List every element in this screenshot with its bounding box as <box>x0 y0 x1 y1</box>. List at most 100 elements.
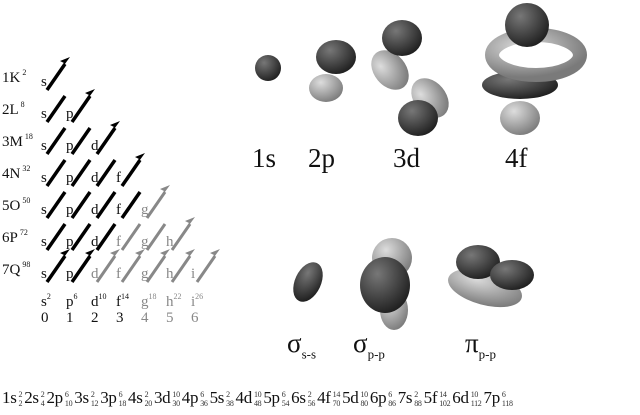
sequence-term: 4s 2 20 <box>128 388 152 408</box>
sequence-term: 3p 6 18 <box>100 388 126 408</box>
capacity: 18 <box>148 292 157 301</box>
subscript: p-p <box>367 346 385 362</box>
orbital: 4f <box>317 388 331 407</box>
sequence-term: 4d 10 48 <box>236 388 262 408</box>
l-number: 1 <box>66 310 74 326</box>
filling-order-arrows <box>45 57 220 283</box>
shell-capacity: 2 <box>22 68 27 77</box>
cumulative: 80 <box>360 399 368 409</box>
arrow-segment <box>45 159 67 187</box>
cumulative: 10 <box>64 399 73 409</box>
orbital: 1s <box>2 388 17 407</box>
electrons: 10 <box>172 390 180 400</box>
shell-label: 6P 72 <box>2 228 28 247</box>
arrow-segment <box>70 159 92 187</box>
sequence-term: 6s 2 56 <box>291 388 315 408</box>
arrow-head <box>135 249 145 260</box>
label-sigma-ss: σs-s <box>287 328 316 362</box>
arrow-segment <box>70 191 92 219</box>
arrow-segment <box>45 191 67 219</box>
subshell-3p: p <box>66 138 74 154</box>
shell-name: 3M <box>2 134 23 150</box>
sequence-term: 7s 2 88 <box>398 388 422 408</box>
electrons: 6 <box>281 390 286 400</box>
orbital: 2p <box>46 388 63 407</box>
letter: f <box>116 294 121 310</box>
cumulative: 112 <box>470 399 482 409</box>
counts: 6 86 <box>388 390 396 408</box>
cumulative: 12 <box>90 399 99 409</box>
arrow-head <box>60 249 70 260</box>
cumulative: 20 <box>144 399 153 409</box>
shell-capacity: 72 <box>19 228 28 237</box>
arrow-segment <box>95 255 117 283</box>
arrow-segment <box>45 223 67 251</box>
subshell-6p: p <box>66 234 74 250</box>
sequence-term: 5f 14 102 <box>424 388 451 408</box>
subshell-4p: p <box>66 170 74 186</box>
shell-capacity: 32 <box>22 164 31 173</box>
counts: 10 30 <box>172 390 180 408</box>
shell-capacity: 8 <box>20 100 25 109</box>
arrow-segment <box>120 159 142 187</box>
subshell-4s: s <box>41 170 47 186</box>
arrow-segment <box>45 255 67 283</box>
shell-capacity: 98 <box>22 260 31 269</box>
cumulative: 54 <box>281 399 290 409</box>
arrow-segment <box>45 63 67 91</box>
subshell-6f: f <box>116 234 121 250</box>
shell-label: 7Q 98 <box>2 260 30 279</box>
subshell-2s: s <box>41 106 47 122</box>
electrons: 14 <box>332 390 341 400</box>
subshell-5g: g <box>141 202 149 218</box>
subshell-6d: d <box>91 234 99 250</box>
counts: 10 112 <box>471 390 482 408</box>
symbol: π <box>465 328 479 358</box>
arrow-segment <box>95 127 117 155</box>
counts: 2 88 <box>414 390 422 408</box>
arrow-head <box>160 185 170 196</box>
counts: 2 38 <box>226 390 234 408</box>
electrons: 6 <box>501 390 506 400</box>
orbital-1s <box>255 55 281 81</box>
sequence-term: 3s 2 12 <box>74 388 98 408</box>
arrow-head <box>210 249 220 260</box>
subscript: p-p <box>478 346 496 362</box>
electrons: 6 <box>200 390 204 400</box>
cumulative: 36 <box>200 399 208 409</box>
capacity: 22 <box>173 292 182 301</box>
subshell-5s: s <box>41 202 47 218</box>
orbital: 3p <box>100 388 117 407</box>
column-label-s: s2 <box>41 292 51 311</box>
subshell-7s: s <box>41 266 47 282</box>
subshell-4f: f <box>116 170 121 186</box>
l-number: 3 <box>116 310 124 326</box>
counts: 2 20 <box>144 390 153 409</box>
capacity: 6 <box>73 292 78 301</box>
subshell-7p: p <box>66 266 74 282</box>
counts: 6 18 <box>118 390 127 409</box>
column-label-i: i26 <box>191 292 203 311</box>
orbital: 6p <box>369 388 387 407</box>
letter: s <box>41 294 47 310</box>
subshell-7g: g <box>141 266 149 282</box>
arrow-segment <box>95 223 117 251</box>
capacity: 14 <box>121 292 129 301</box>
letter: h <box>166 294 174 310</box>
capacity: 10 <box>98 292 107 301</box>
subshell-5p: p <box>66 202 74 218</box>
cumulative: 18 <box>118 399 127 409</box>
l-number: 0 <box>41 310 49 326</box>
electrons: 14 <box>439 390 447 400</box>
orbital: 5f <box>423 388 438 407</box>
counts: 2 56 <box>308 390 316 408</box>
arrow-segment <box>70 95 92 123</box>
sequence-term: 7p 6 118 <box>484 388 514 408</box>
orbital: 2s <box>24 388 39 407</box>
arrow-segment <box>95 159 117 187</box>
arrow-segment <box>145 223 167 251</box>
subshell-7f: f <box>116 266 121 282</box>
shell-label: 4N 32 <box>2 164 30 183</box>
sequence-term: 4p 6 36 <box>182 388 208 408</box>
